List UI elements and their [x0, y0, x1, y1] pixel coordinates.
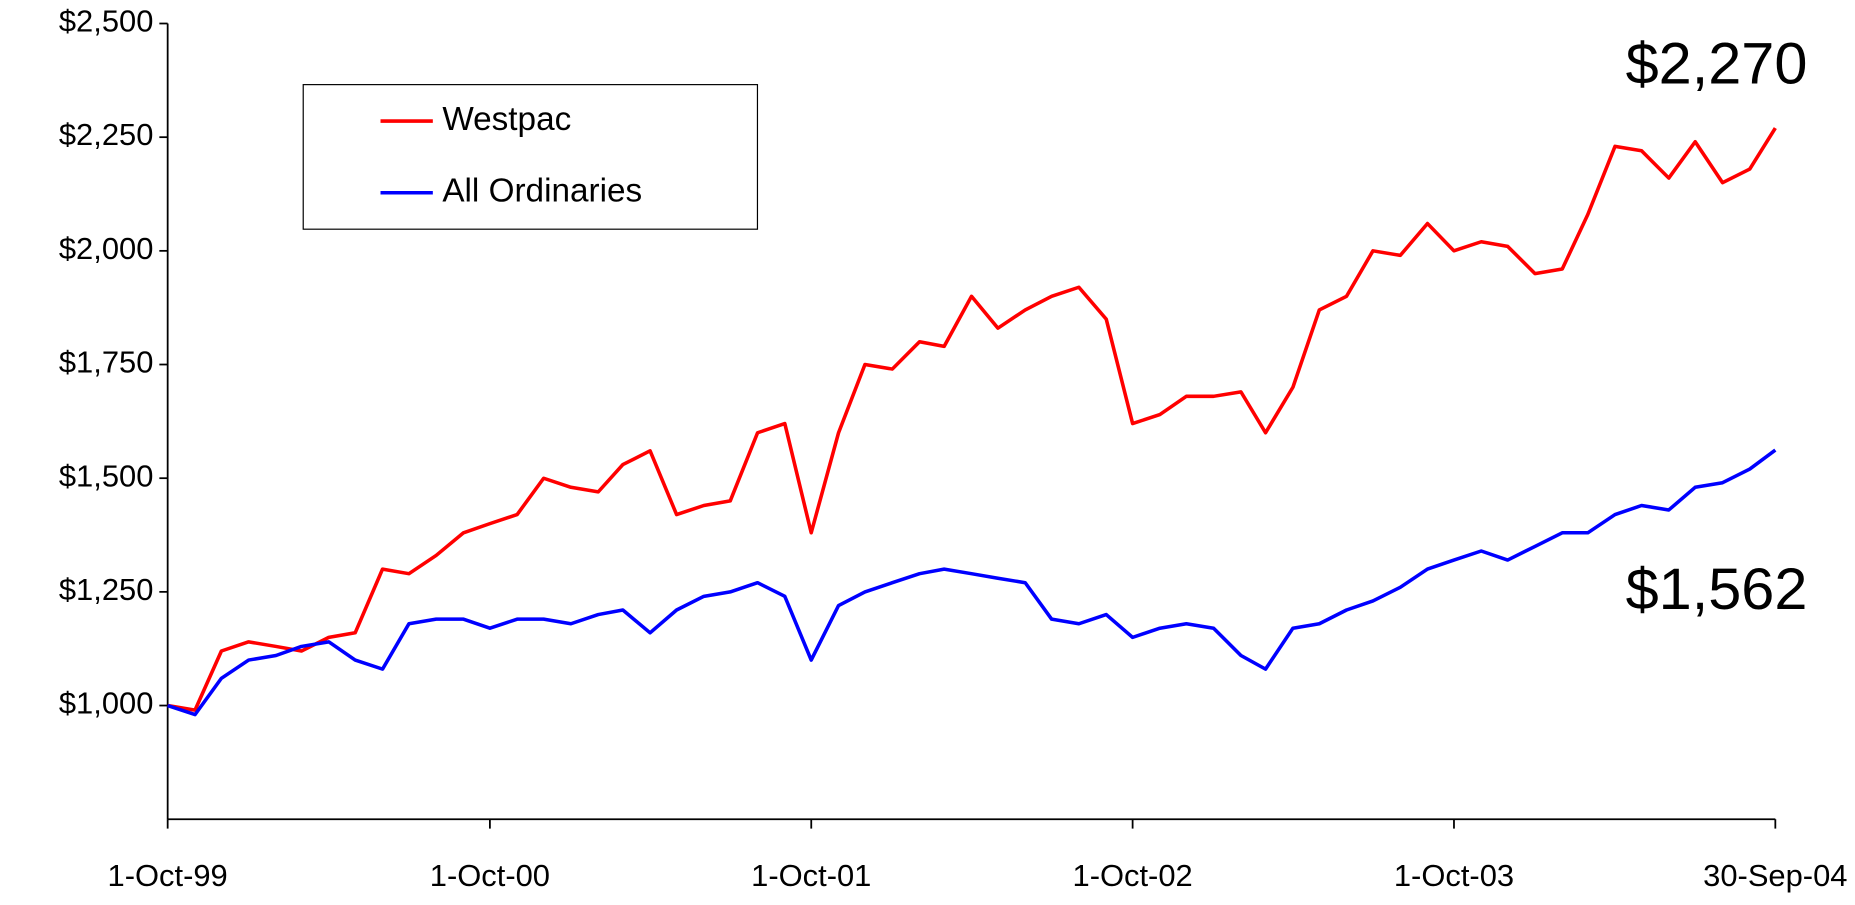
y-tick-label: $1,250 [59, 572, 154, 607]
x-tick-label: 30-Sep-04 [1703, 858, 1847, 893]
x-tick-label: 1-Oct-01 [751, 858, 871, 893]
x-tick-label: 1-Oct-00 [430, 858, 550, 893]
y-tick-label: $1,000 [59, 686, 154, 721]
annotation: $2,270 [1626, 30, 1808, 97]
legend-label: Westpac [442, 101, 571, 138]
x-tick-label: 1-Oct-03 [1394, 858, 1514, 893]
x-tick-label: 1-Oct-99 [108, 858, 228, 893]
legend: Westpac All Ordinaries [302, 84, 759, 230]
series-line [167, 448, 1777, 717]
series-line [167, 127, 1777, 712]
legend-label: All Ordinaries [442, 173, 642, 210]
y-tick-label: $2,500 [59, 4, 154, 39]
legend-box [302, 84, 759, 230]
y-tick-label: $2,000 [59, 231, 154, 266]
y-tick-label: $2,250 [59, 117, 154, 152]
annotation: $1,562 [1626, 555, 1808, 622]
x-tick-label: 1-Oct-02 [1073, 858, 1193, 893]
y-tick-label: $1,500 [59, 458, 154, 493]
y-tick-label: $1,750 [59, 345, 154, 380]
